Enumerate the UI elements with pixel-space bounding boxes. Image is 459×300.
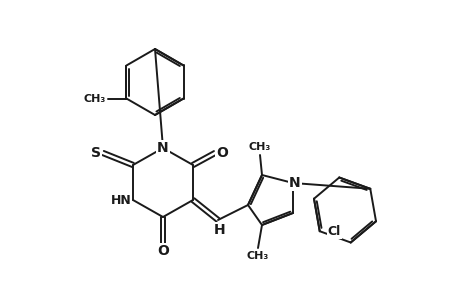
Text: N: N [289,176,300,190]
Text: CH₃: CH₃ [83,94,105,103]
Text: HN: HN [110,194,131,206]
Text: O: O [157,244,168,258]
Text: O: O [216,146,228,160]
Text: N: N [157,141,168,155]
Text: CH₃: CH₃ [246,251,269,261]
Text: H: H [214,223,225,237]
Text: CH₃: CH₃ [248,142,270,152]
Text: S: S [91,146,101,160]
Text: Cl: Cl [327,225,340,238]
